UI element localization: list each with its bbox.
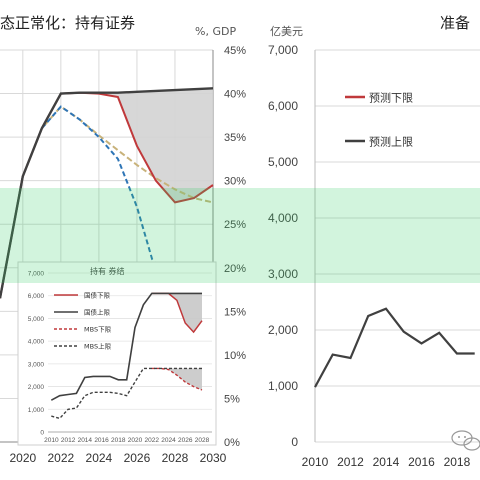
right-y-tick-label: 4,000 bbox=[268, 211, 298, 225]
inset-x-tick-label: 2012 bbox=[61, 437, 76, 444]
right-x-tick-label: 2014 bbox=[373, 455, 400, 469]
main-series-upper bbox=[0, 87, 214, 299]
main-y-tick-label: 30% bbox=[224, 176, 246, 188]
main-shaded-area bbox=[98, 88, 213, 203]
inset-legend-label: 国债上限 bbox=[84, 308, 111, 317]
inset-x-tick-label: 2026 bbox=[178, 437, 193, 444]
inset-y-tick-label: 4,000 bbox=[28, 339, 45, 346]
main-x-tick-label: 2020 bbox=[9, 451, 36, 465]
inset-y-label: 持有 券结 bbox=[90, 266, 125, 276]
main-x-tick-label: 2024 bbox=[86, 451, 113, 465]
left-y-unit-label: %, GDP bbox=[195, 25, 236, 38]
right-x-tick-label: 2012 bbox=[337, 455, 364, 469]
inset-y-tick-label: 2,000 bbox=[28, 384, 45, 391]
inset-x-tick-label: 2016 bbox=[94, 437, 109, 444]
main-y-tick-label: 35% bbox=[224, 132, 246, 144]
inset-treasury-area bbox=[151, 293, 202, 333]
right-y-tick-label: 5,000 bbox=[268, 155, 298, 169]
inset-y-tick-label: 5,000 bbox=[28, 316, 45, 323]
main-y-tick-label: 5% bbox=[224, 393, 240, 405]
inset-x-tick-label: 2014 bbox=[78, 437, 93, 444]
inset-x-tick-label: 2028 bbox=[195, 437, 210, 444]
inset-legend-label: 国债下限 bbox=[84, 291, 111, 300]
right-chart-title: 准备 bbox=[440, 14, 470, 32]
inset-x-tick-label: 2018 bbox=[111, 437, 126, 444]
main-x-tick-label: 2022 bbox=[48, 451, 75, 465]
right-legend-label: 预测下限 bbox=[369, 92, 413, 105]
inset-mbs-upper bbox=[51, 367, 202, 420]
watermark-logo bbox=[451, 430, 480, 451]
main-y-tick-label: 10% bbox=[224, 350, 246, 362]
inset-mbs-area bbox=[151, 368, 202, 390]
right-x-tick-label: 2018 bbox=[444, 455, 471, 469]
left-chart-title: 态正常化：持有证券 bbox=[0, 14, 135, 32]
inset-y-tick-label: 3,000 bbox=[28, 361, 45, 368]
main-y-tick-label: 20% bbox=[224, 263, 246, 275]
inset-y-tick-label: 6,000 bbox=[28, 293, 45, 300]
main-y-tick-label: 0% bbox=[224, 437, 240, 449]
right-y-tick-label: 3,000 bbox=[268, 267, 298, 281]
right-y-tick-label: 0 bbox=[291, 435, 298, 449]
main-y-tick-label: 25% bbox=[224, 219, 246, 231]
right-legend-label: 预测上限 bbox=[369, 136, 413, 149]
inset-y-tick-label: 7,000 bbox=[28, 271, 45, 278]
overlay-banner bbox=[0, 188, 480, 283]
inset-frame bbox=[17, 261, 217, 446]
main-x-tick-label: 2026 bbox=[124, 451, 151, 465]
right-chart: 0 1,000 2,000 3,000 4,000 5,000 6,000 7,000 2010… bbox=[268, 43, 480, 469]
inset-chart: 0 1,000 2,000 3,000 4,000 5,000 6,000 7,000 2010… bbox=[17, 261, 217, 446]
inset-x-tick-label: 2024 bbox=[161, 437, 176, 444]
right-x-tick-label: 2016 bbox=[408, 455, 435, 469]
right-x-tick-label: 2010 bbox=[302, 455, 329, 469]
right-y-tick-label: 6,000 bbox=[268, 99, 298, 113]
right-y-unit-label: 亿美元 bbox=[270, 25, 303, 38]
inset-treasury-upper bbox=[50, 292, 202, 401]
right-y-tick-label: 2,000 bbox=[268, 323, 298, 337]
inset-y-tick-label: 1,000 bbox=[28, 407, 45, 414]
inset-mbs-lower bbox=[151, 367, 203, 391]
main-x-tick-label: 2030 bbox=[200, 451, 227, 465]
right-y-tick-label: 1,000 bbox=[268, 379, 298, 393]
main-x-tick-label: 2028 bbox=[162, 451, 189, 465]
inset-x-tick-label: 2022 bbox=[145, 437, 160, 444]
inset-y-tick-label: 0 bbox=[40, 430, 44, 437]
inset-legend-label: MBS上限 bbox=[84, 342, 112, 351]
right-y-tick-label: 7,000 bbox=[268, 43, 298, 57]
main-y-tick-label: 15% bbox=[224, 306, 246, 318]
right-series-upper bbox=[314, 307, 475, 388]
inset-legend-label: MBS下限 bbox=[84, 325, 112, 334]
inset-x-tick-label: 2010 bbox=[44, 437, 59, 444]
inset-x-tick-label: 2020 bbox=[128, 437, 143, 444]
main-y-tick-label: 40% bbox=[224, 89, 246, 101]
main-y-tick-label: 45% bbox=[224, 45, 246, 57]
